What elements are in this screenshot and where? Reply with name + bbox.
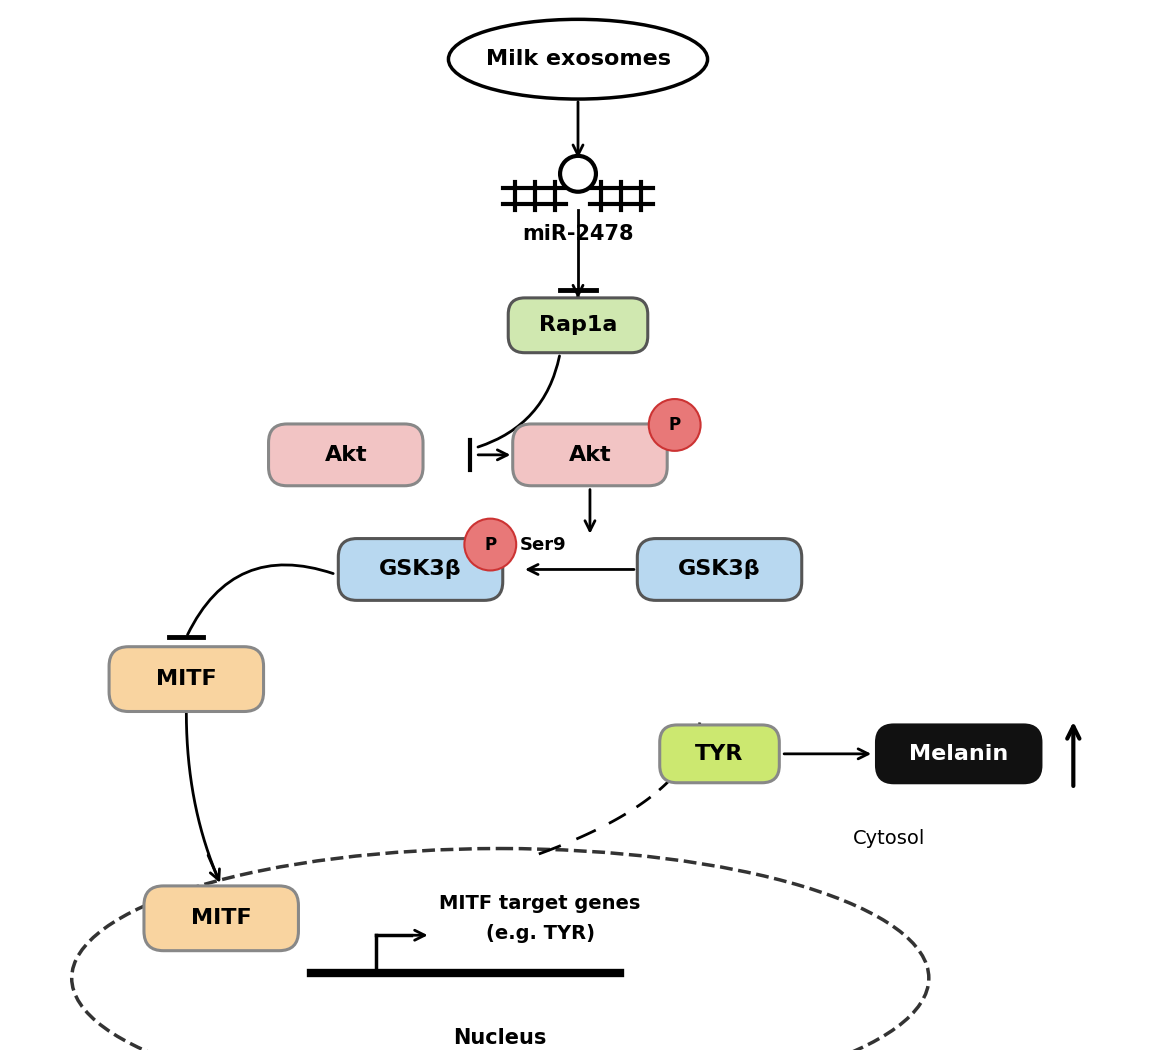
Text: Nucleus: Nucleus xyxy=(453,1028,547,1048)
Text: GSK3β: GSK3β xyxy=(679,560,761,580)
FancyBboxPatch shape xyxy=(637,539,802,601)
Text: Milk exosomes: Milk exosomes xyxy=(486,49,670,69)
Text: TYR: TYR xyxy=(696,744,743,764)
Text: Ser9: Ser9 xyxy=(520,535,566,553)
Text: P: P xyxy=(668,416,681,434)
Circle shape xyxy=(560,156,596,191)
FancyBboxPatch shape xyxy=(513,424,667,486)
Text: miR-2478: miR-2478 xyxy=(523,224,633,244)
FancyBboxPatch shape xyxy=(268,424,423,486)
FancyBboxPatch shape xyxy=(509,298,647,352)
Text: P: P xyxy=(484,535,496,553)
Text: Akt: Akt xyxy=(569,445,612,465)
Text: MITF target genes: MITF target genes xyxy=(439,894,640,913)
FancyBboxPatch shape xyxy=(660,725,779,783)
FancyBboxPatch shape xyxy=(339,539,503,601)
Text: MITF: MITF xyxy=(191,908,252,928)
FancyBboxPatch shape xyxy=(144,886,298,951)
Text: Rap1a: Rap1a xyxy=(539,316,617,336)
Text: (e.g. TYR): (e.g. TYR) xyxy=(486,924,594,943)
Text: MITF: MITF xyxy=(156,669,216,689)
Circle shape xyxy=(465,519,517,570)
Text: Melanin: Melanin xyxy=(909,744,1008,764)
Text: Cytosol: Cytosol xyxy=(853,829,925,848)
Circle shape xyxy=(649,399,701,451)
Ellipse shape xyxy=(449,19,707,99)
Text: GSK3β: GSK3β xyxy=(379,560,462,580)
FancyBboxPatch shape xyxy=(109,647,264,711)
FancyBboxPatch shape xyxy=(876,725,1040,783)
Text: Akt: Akt xyxy=(325,445,368,465)
